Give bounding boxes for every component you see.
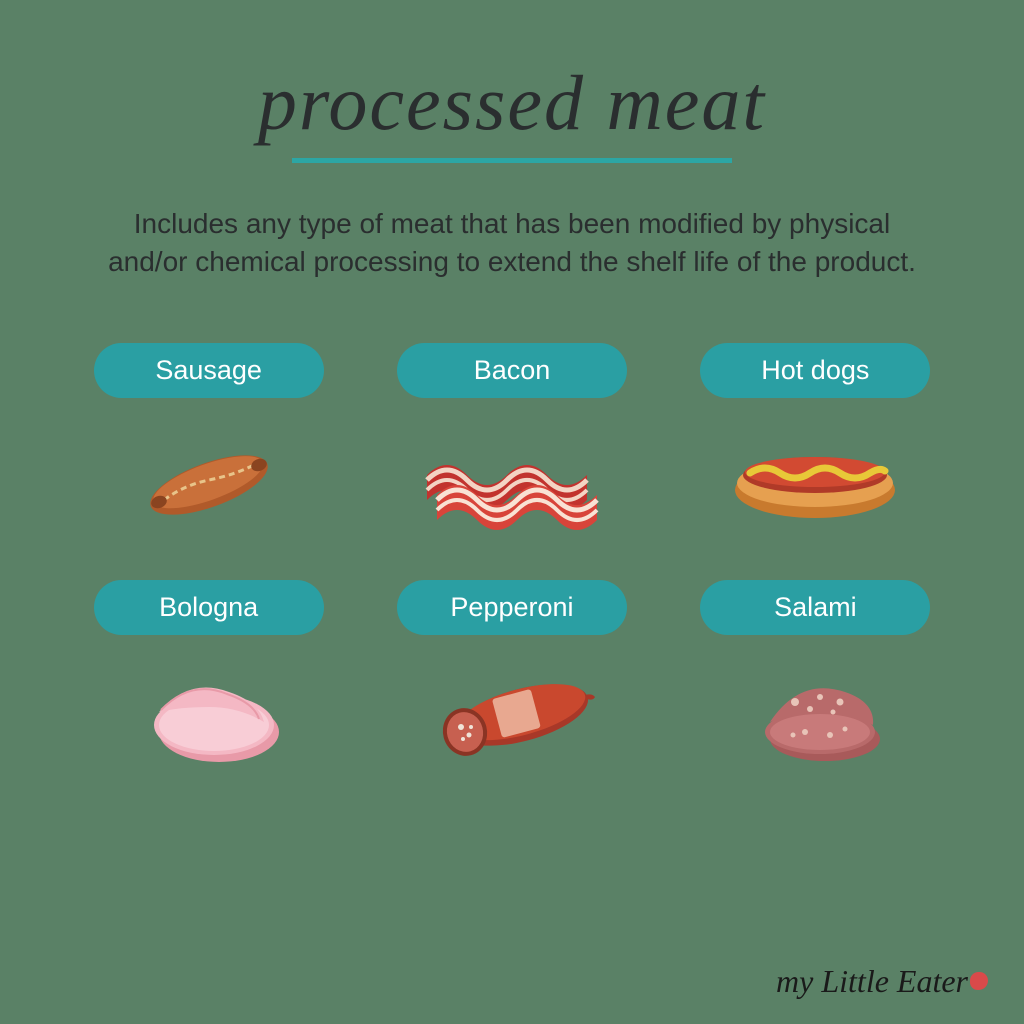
apple-icon	[970, 972, 988, 990]
items-grid: Sausage Bacon	[72, 343, 952, 777]
bologna-icon	[109, 657, 309, 777]
description-text: Includes any type of meat that has been …	[102, 205, 922, 281]
item-bacon: Bacon	[375, 343, 648, 540]
page-title: processed meat	[0, 0, 1024, 148]
brand-logo: my Little Eater	[776, 967, 988, 996]
title-underline	[292, 158, 732, 163]
brand-text: my Little Eater	[776, 963, 968, 999]
hotdog-icon	[715, 420, 915, 540]
item-hotdogs: Hot dogs	[679, 343, 952, 540]
pill-sausage: Sausage	[94, 343, 324, 398]
pill-pepperoni: Pepperoni	[397, 580, 627, 635]
item-sausage: Sausage	[72, 343, 345, 540]
pill-bologna: Bologna	[94, 580, 324, 635]
item-salami: Salami	[679, 580, 952, 777]
pill-bacon: Bacon	[397, 343, 627, 398]
item-pepperoni: Pepperoni	[375, 580, 648, 777]
bacon-icon	[412, 420, 612, 540]
item-bologna: Bologna	[72, 580, 345, 777]
pill-hotdogs: Hot dogs	[700, 343, 930, 398]
pill-salami: Salami	[700, 580, 930, 635]
salami-icon	[715, 657, 915, 777]
pepperoni-icon	[412, 657, 612, 777]
sausage-icon	[109, 420, 309, 540]
